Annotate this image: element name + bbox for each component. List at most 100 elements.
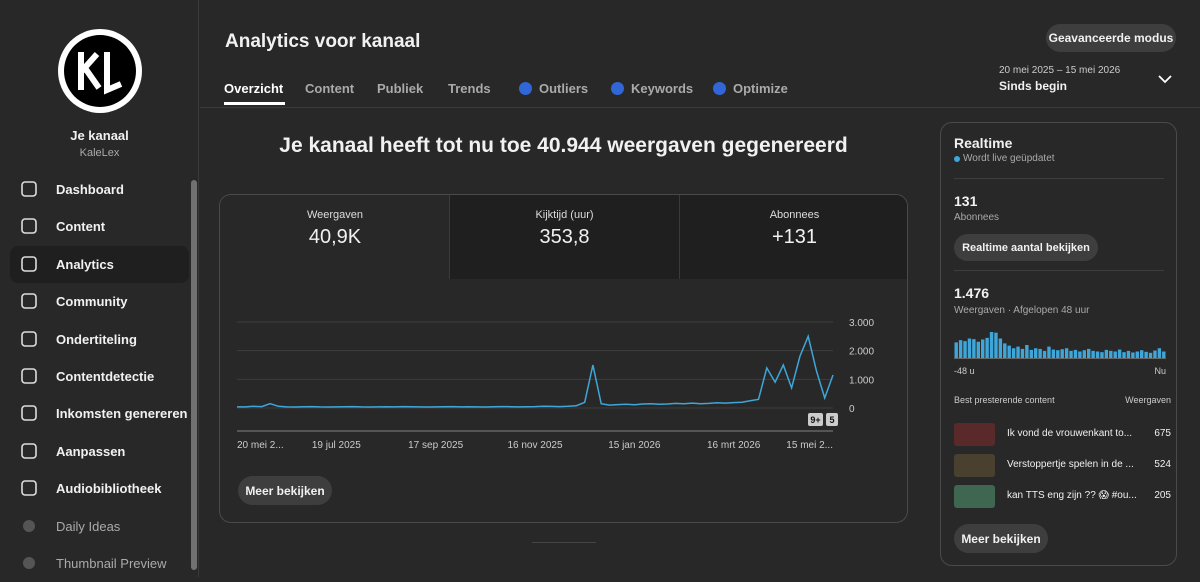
content-title[interactable]: Verstoppertje spelen in de ... (1007, 459, 1134, 470)
channel-avatar[interactable] (57, 28, 143, 114)
scrollbar[interactable] (191, 180, 197, 570)
nav-item[interactable]: Aanpassen (10, 433, 189, 470)
bar (1131, 352, 1135, 358)
nav-icon (21, 442, 37, 459)
nav-item[interactable]: Analytics (10, 245, 189, 283)
thumbnail[interactable] (954, 454, 995, 477)
bar (1122, 352, 1126, 358)
tab[interactable]: Overzicht (224, 81, 284, 96)
nav-item[interactable]: Community (10, 283, 189, 320)
subscriber-label: Abonnees (954, 212, 1000, 223)
icon-shape (21, 330, 37, 347)
bar (1157, 348, 1162, 358)
tab[interactable]: Outliers (539, 81, 589, 96)
bar (1162, 351, 1166, 358)
tab[interactable]: Keywords (631, 81, 694, 96)
nav-item[interactable]: Ondertiteling (10, 321, 189, 358)
advanced-mode-button[interactable]: Geavanceerde modus (1046, 24, 1176, 52)
bar (1100, 352, 1104, 358)
bar (989, 332, 994, 358)
nav-icon (21, 255, 37, 272)
tab-icon (519, 82, 532, 95)
nav-label: Daily Ideas (56, 518, 121, 534)
bar (985, 337, 989, 358)
bar (1025, 345, 1029, 358)
chevron[interactable] (1158, 74, 1172, 84)
bar (967, 338, 972, 358)
separator (954, 178, 1164, 179)
period[interactable]: Sinds begin (999, 79, 1068, 93)
x-tick-label: 15 mei 2... (786, 440, 833, 451)
metric-tab[interactable]: Weergaven 40,9K (220, 195, 450, 279)
annotation-badge (808, 413, 823, 426)
thumbnail[interactable] (954, 423, 995, 446)
nav-label: Ondertiteling (56, 331, 137, 347)
app-icon (23, 519, 35, 532)
content-title[interactable]: kan TTS eng zijn ?? 😱 #ou... (1007, 490, 1137, 501)
metric-tab[interactable]: Kijktijd (uur) 353,8 (449, 195, 679, 279)
nav-item[interactable]: Content (10, 208, 189, 245)
date-range[interactable]: 20 mei 2025 – 15 mei 2026 (999, 65, 1121, 76)
more-button[interactable]: Meer bekijken (954, 524, 1048, 553)
icon-shape (21, 181, 37, 197)
y-tick-label: 1.000 (849, 375, 874, 386)
bar (1148, 352, 1153, 358)
bar (981, 339, 985, 358)
tab[interactable]: Content (305, 81, 355, 96)
content-title[interactable]: Ik vond de vrouwenkant to... (1007, 428, 1133, 439)
x-tick-label: 16 mrt 2026 (707, 440, 761, 451)
realtime-subscribers-button[interactable]: Realtime aantal bekijken (954, 234, 1098, 261)
realtime-card: Realtime Wordt live geüpdatet 131 Abonne… (940, 122, 1177, 566)
x-tick-label: 17 sep 2025 (408, 440, 463, 451)
bar (1078, 351, 1082, 358)
bar (1140, 350, 1144, 358)
nav-label: Aanpassen (56, 443, 126, 459)
realtime-chart: -48 u Nu (954, 332, 1166, 376)
y-tick-label: 3.000 (849, 318, 874, 329)
x-tick-label: 19 jul 2025 (312, 440, 361, 451)
icon-shape (21, 480, 37, 496)
x-tick-label: 20 mei 2... (237, 440, 284, 451)
bar (1091, 350, 1095, 358)
bar (1117, 349, 1122, 358)
more-button[interactable]: Meer bekijken (238, 476, 332, 505)
top-content-metric: Weergaven (1125, 395, 1171, 405)
overview-card: Weergaven 40,9K Kijktijd (uur) 353,8 Abonn… (219, 194, 908, 523)
bar (1069, 350, 1073, 358)
nav-item[interactable]: Thumbnail Preview (10, 545, 189, 582)
bar (1109, 350, 1113, 358)
bar (972, 339, 976, 358)
nav-item[interactable]: Audiobibliotheek (10, 470, 189, 507)
bar (1095, 351, 1100, 358)
bar (1064, 348, 1069, 358)
icon-shape (21, 368, 37, 384)
metric-label: Abonnees (769, 209, 820, 221)
tab[interactable]: Optimize (733, 81, 788, 96)
nav-item[interactable]: Contentdetectie (10, 358, 189, 395)
tab-icon (611, 82, 624, 95)
icon-shape (21, 218, 37, 235)
x-tick-label: -48 u (954, 366, 975, 376)
nav-icon (21, 218, 37, 235)
bar (998, 338, 1003, 358)
nav-item[interactable]: Daily Ideas (10, 508, 189, 545)
bar (1113, 351, 1117, 358)
nav-label: Thumbnail Preview (56, 556, 167, 571)
realtime-title: Realtime (954, 135, 1013, 151)
thumbnail[interactable] (954, 485, 995, 508)
metric-tab[interactable]: Abonnees +131 (679, 195, 907, 279)
bar (1144, 351, 1148, 358)
nav-item[interactable]: Dashboard (10, 171, 189, 208)
divider (532, 542, 596, 543)
nav-icon (23, 557, 35, 569)
nav-label: Audiobibliotheek (56, 481, 162, 497)
bar (994, 332, 998, 358)
nav-label: Analytics (56, 256, 114, 272)
nav-item[interactable]: Inkomsten genereren (10, 395, 189, 432)
bar (1042, 350, 1047, 358)
tab[interactable]: Publiek (377, 81, 424, 96)
tab-underline (224, 102, 285, 105)
tab[interactable]: Trends (448, 81, 491, 96)
app-icon (23, 557, 35, 569)
